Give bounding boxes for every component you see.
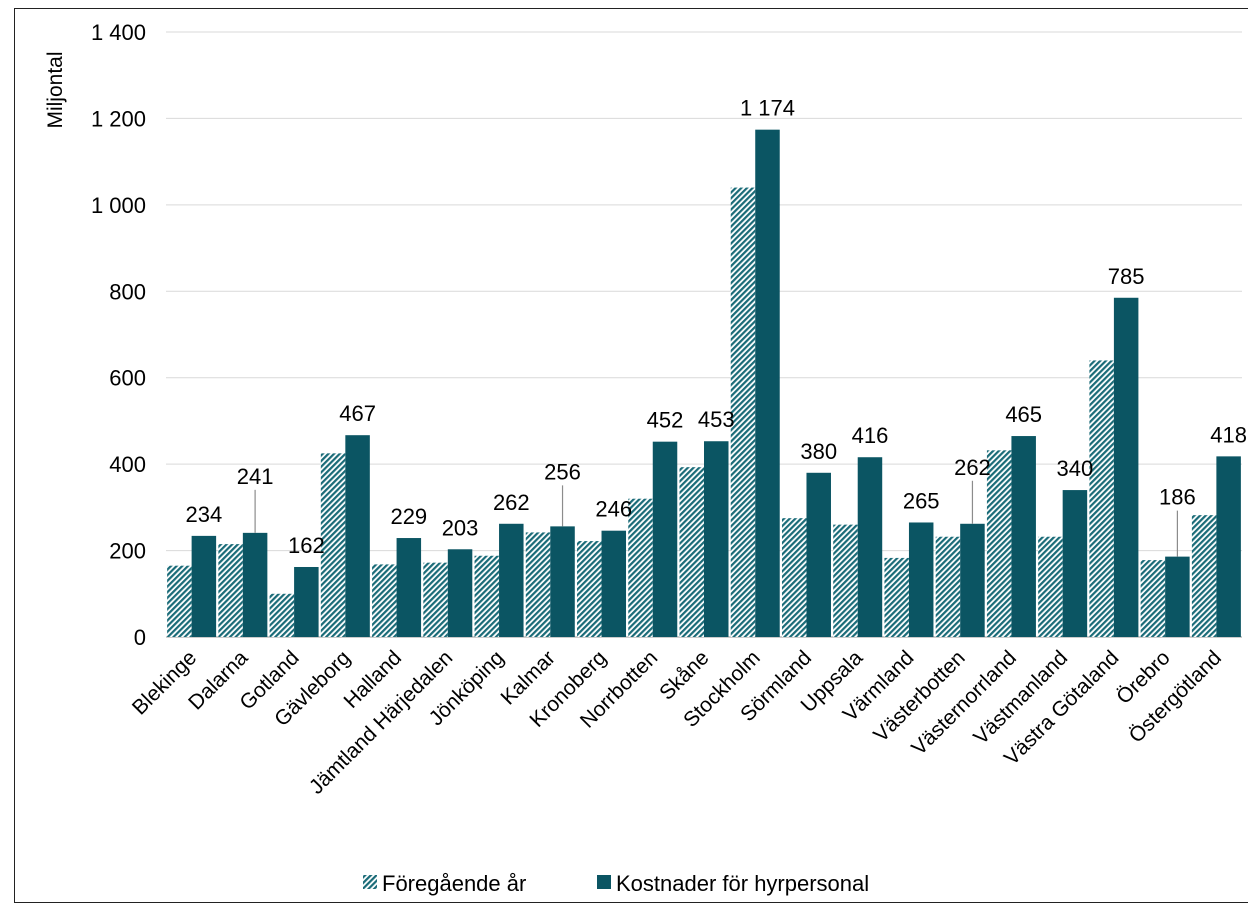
data-labels: 234 241 162 467 229 203 262 256 246 452 453 1 174 38…: [186, 96, 1247, 558]
bars: [167, 129, 1241, 638]
bar-foregaende-ar: [474, 555, 500, 637]
data-label: 262: [493, 490, 530, 515]
bar-kostnader: [601, 530, 627, 637]
data-label: 162: [288, 533, 325, 558]
y-tick-label: 0: [134, 625, 146, 650]
bar-kostnader: [857, 457, 883, 637]
bar-kostnader: [345, 435, 370, 637]
legend: Föregående år Kostnader för hyrpersonal: [363, 871, 869, 896]
data-label: 203: [442, 515, 479, 540]
bar-kostnader: [1011, 436, 1036, 637]
x-axis-categories: BlekingeDalarnaGotlandGävleborgHallandJä…: [128, 646, 1226, 799]
bar-foregaende-ar: [730, 187, 756, 638]
bar-kostnader: [242, 532, 268, 637]
data-label: 234: [186, 502, 223, 527]
bar-foregaende-ar: [884, 557, 909, 637]
bar-kostnader: [704, 441, 729, 637]
data-label: 256: [544, 459, 581, 484]
bar-foregaende-ar: [986, 450, 1012, 637]
data-label: 262: [954, 455, 991, 480]
data-label: 186: [1159, 485, 1196, 510]
y-axis-ticks: 0 200 400 600 800 1 000 1 200 1 400: [91, 20, 146, 650]
bar-foregaende-ar: [1140, 560, 1166, 637]
bar-kostnader: [550, 526, 575, 637]
y-axis-title: Miljontal: [44, 51, 67, 128]
bar-foregaende-ar: [781, 518, 807, 637]
bar-kostnader: [1113, 297, 1139, 637]
bar-foregaende-ar: [1089, 360, 1114, 637]
bar-kostnader: [806, 472, 831, 637]
bar-kostnader: [1216, 456, 1241, 637]
legend-label-foregaende-ar: Föregående år: [382, 871, 526, 896]
bar-kostnader: [652, 441, 678, 637]
legend-swatch-foregaende-ar: [363, 875, 377, 889]
y-tick-label: 1 200: [91, 106, 146, 131]
bar-foregaende-ar: [320, 453, 346, 637]
bar-foregaende-ar: [628, 498, 653, 637]
bar-foregaende-ar: [833, 524, 858, 637]
bar-kostnader: [1165, 556, 1190, 637]
bar-kostnader: [396, 538, 422, 637]
y-tick-label: 400: [109, 452, 146, 477]
bar-foregaende-ar: [269, 593, 295, 637]
data-label: 467: [339, 401, 376, 426]
bar-foregaende-ar: [167, 565, 192, 637]
data-label: 340: [1057, 456, 1094, 481]
bar-kostnader: [294, 566, 319, 637]
data-label: 416: [852, 423, 889, 448]
data-label: 229: [390, 504, 427, 529]
y-tick-label: 600: [109, 366, 146, 391]
bar-foregaende-ar: [218, 544, 243, 637]
bar-foregaende-ar: [372, 564, 397, 637]
bar-kostnader: [960, 523, 985, 637]
data-label: 465: [1005, 402, 1042, 427]
bar-foregaende-ar: [525, 532, 551, 637]
data-label: 418: [1210, 422, 1247, 447]
y-tick-label: 1 000: [91, 193, 146, 218]
bar-foregaende-ar: [1191, 515, 1217, 637]
x-category-label: Blekinge: [128, 646, 201, 719]
data-label: 453: [698, 407, 735, 432]
bar-foregaende-ar: [679, 467, 704, 637]
data-label: 785: [1108, 264, 1145, 289]
chart-frame: [14, 8, 1248, 903]
legend-swatch-kostnader: [597, 875, 611, 889]
bar-foregaende-ar: [1038, 536, 1063, 637]
y-tick-label: 1 400: [91, 20, 146, 45]
data-label: 1 174: [740, 96, 795, 121]
y-tick-label: 200: [109, 539, 146, 564]
bar-kostnader: [447, 549, 473, 637]
data-label: 241: [237, 464, 274, 489]
bar-kostnader: [1062, 490, 1088, 637]
bar-kostnader: [755, 129, 780, 637]
bar-foregaende-ar: [935, 536, 961, 637]
bar-kostnader: [908, 522, 934, 637]
legend-label-kostnader: Kostnader för hyrpersonal: [616, 871, 869, 896]
data-label: 380: [800, 439, 837, 464]
data-label: 265: [903, 488, 940, 513]
bar-kostnader: [191, 535, 217, 637]
bar-kostnader: [499, 523, 524, 637]
bar-foregaende-ar: [423, 562, 448, 637]
data-label: 246: [595, 497, 632, 522]
y-tick-label: 800: [109, 279, 146, 304]
data-label: 452: [647, 408, 684, 433]
bar-foregaende-ar: [577, 541, 602, 637]
